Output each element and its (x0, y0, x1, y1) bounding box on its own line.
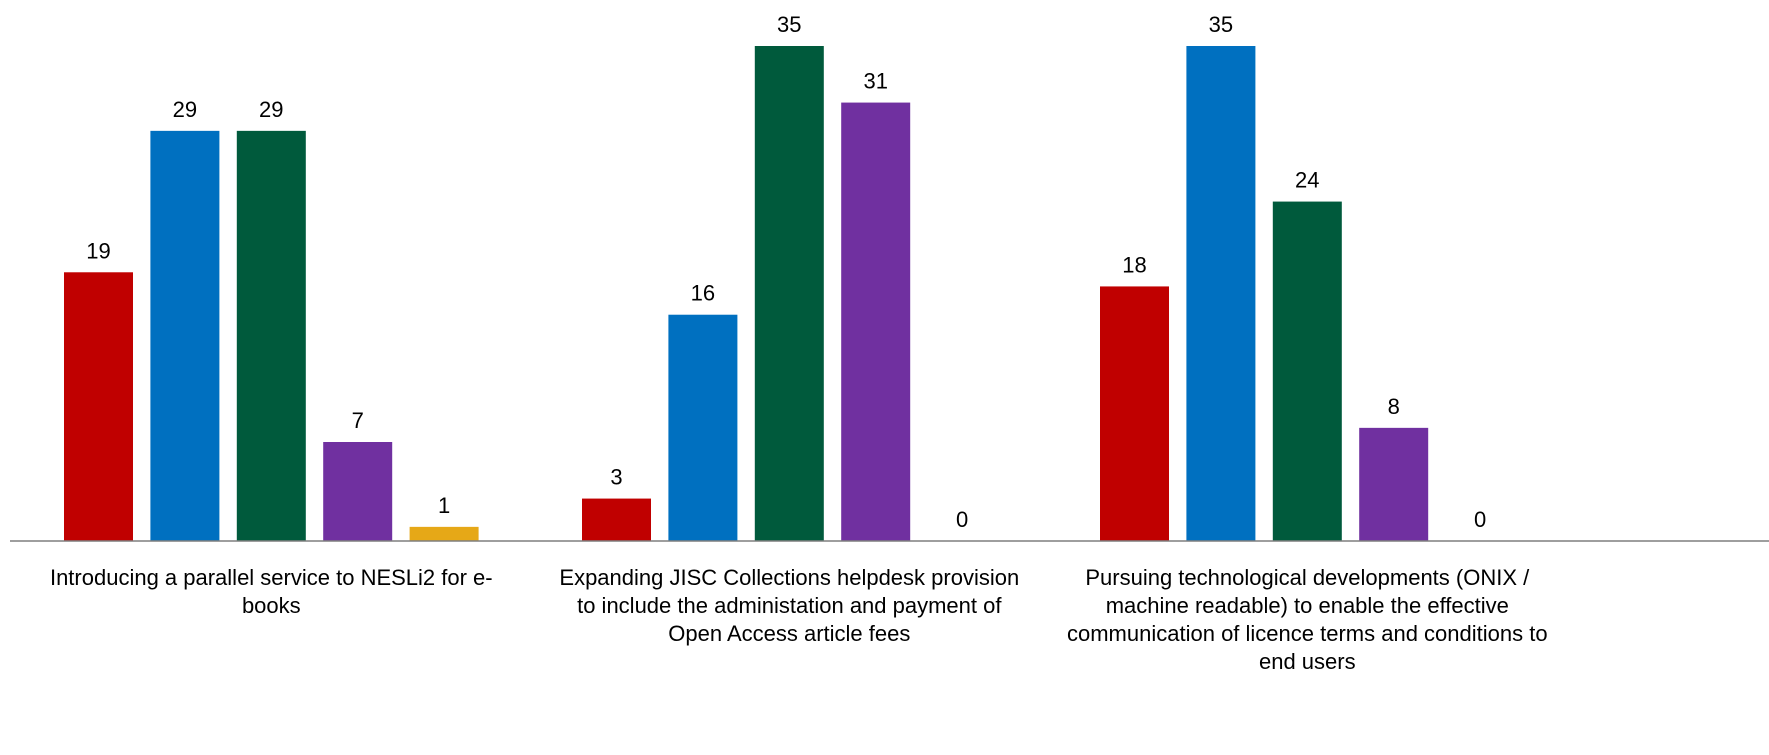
data-label-1-3: 29 (259, 97, 283, 122)
category-label-2-line-2: to include the administation and payment… (577, 593, 1002, 618)
bar-3-2 (1186, 46, 1256, 541)
data-label-1-4: 7 (352, 408, 364, 433)
data-label-1-1: 19 (86, 238, 110, 263)
data-label-3-5: 0 (1474, 507, 1486, 532)
bar-1-3 (236, 130, 306, 541)
bar-2-4 (841, 102, 911, 542)
bar-3-1 (1100, 286, 1169, 541)
bar-1-1 (64, 272, 133, 541)
category-label-3-line-3: communication of licence terms and condi… (1067, 621, 1548, 646)
bar-1-5 (409, 526, 479, 541)
bar-3-3 (1272, 201, 1342, 542)
bar-2-2 (668, 314, 738, 541)
category-label-2-line-1: Expanding JISC Collections helpdesk prov… (559, 565, 1019, 590)
bars-group (64, 46, 1429, 542)
bar-1-4 (323, 442, 393, 541)
data-label-2-1: 3 (610, 465, 622, 490)
bar-2-3 (754, 46, 824, 541)
data-label-3-3: 24 (1295, 168, 1319, 193)
data-label-1-5: 1 (438, 493, 450, 518)
data-label-2-4: 31 (863, 69, 887, 94)
data-labels-group: 19 29 29 7 1 3 16 35 31 0 18 35 24 8 0 (86, 12, 1486, 532)
bar-3-4 (1359, 427, 1429, 541)
category-labels-group: Introducing a parallel service to NESLi2… (50, 565, 1548, 674)
data-label-1-2: 29 (173, 97, 197, 122)
data-label-3-2: 35 (1209, 12, 1233, 37)
data-label-2-2: 16 (691, 281, 715, 306)
bar-1-2 (150, 130, 220, 541)
data-label-3-1: 18 (1122, 252, 1146, 277)
category-label-3-line-4: end users (1259, 649, 1356, 674)
category-label-3-line-1: Pursuing technological developments (ONI… (1085, 565, 1530, 590)
data-label-2-5: 0 (956, 507, 968, 532)
data-label-2-3: 35 (777, 12, 801, 37)
category-label-1-line-2: books (242, 593, 301, 618)
category-label-1-line-1: Introducing a parallel service to NESLi2… (50, 565, 493, 590)
bar-2-1 (582, 498, 651, 541)
category-label-2-line-3: Open Access article fees (668, 621, 910, 646)
category-label-3-line-2: machine readable) to enable the effectiv… (1106, 593, 1509, 618)
data-label-3-4: 8 (1388, 394, 1400, 419)
